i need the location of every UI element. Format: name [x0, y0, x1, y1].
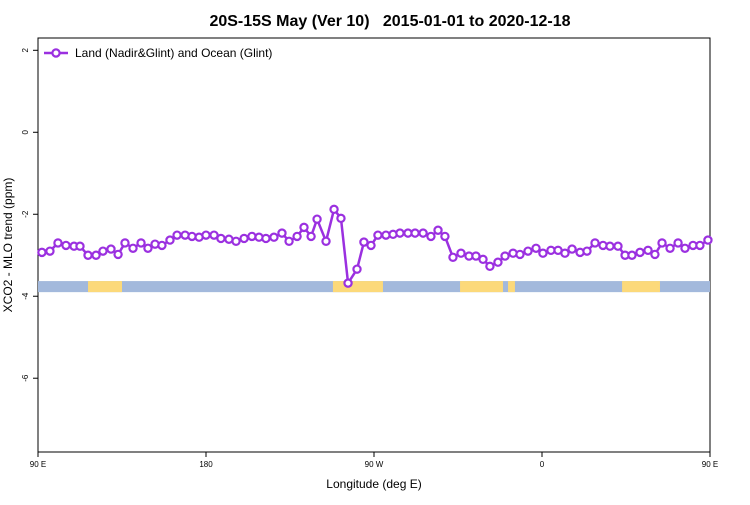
data-point	[613, 241, 623, 251]
x-tick-label: 90 E	[702, 460, 718, 469]
data-point	[366, 240, 376, 251]
data-point	[627, 250, 637, 260]
legend-marker	[51, 48, 61, 58]
data-point	[292, 231, 302, 242]
data-point	[418, 228, 428, 238]
data-point	[635, 247, 645, 258]
data-point	[440, 231, 450, 242]
land-segment	[622, 281, 660, 293]
data-point	[478, 254, 488, 265]
data-point	[448, 252, 458, 262]
y-axis-label: XCO2 - MLO trend (ppm)	[1, 178, 15, 313]
data-point	[61, 240, 71, 251]
data-point	[531, 243, 541, 253]
data-point	[657, 238, 667, 248]
legend-label: Land (Nadir&Glint) and Ocean (Glint)	[75, 46, 272, 60]
data-point	[515, 249, 525, 260]
data-point	[321, 236, 331, 247]
data-point	[352, 264, 362, 274]
land-segment	[332, 281, 383, 293]
data-point	[359, 237, 369, 247]
data-point	[45, 246, 55, 256]
land-segment	[460, 281, 503, 293]
data-point	[53, 238, 63, 248]
data-point	[695, 240, 705, 251]
data-point	[261, 233, 271, 244]
data-point	[312, 214, 322, 224]
data-point	[165, 235, 175, 245]
data-point	[650, 249, 660, 260]
data-point	[433, 225, 443, 235]
x-tick-label: 180	[199, 460, 213, 469]
data-point	[157, 240, 167, 251]
y-tick-label: 2	[21, 48, 30, 53]
data-point	[231, 236, 241, 247]
data-point	[329, 204, 339, 215]
data-point	[128, 243, 138, 253]
data-point	[665, 243, 675, 253]
data-point	[643, 245, 653, 256]
x-tick-label: 90 W	[365, 460, 384, 469]
data-point	[426, 231, 436, 242]
data-point	[299, 222, 309, 233]
data-point	[605, 241, 615, 251]
data-point	[269, 232, 279, 242]
data-point	[456, 248, 466, 258]
x-tick-label: 90 E	[30, 460, 46, 469]
data-point	[673, 238, 683, 248]
land-segment	[88, 281, 122, 293]
data-point	[306, 231, 316, 242]
data-point	[582, 246, 592, 256]
data-point	[336, 213, 346, 224]
data-point	[91, 250, 101, 260]
data-point	[136, 238, 146, 248]
data-point	[590, 238, 600, 248]
data-point	[37, 247, 47, 258]
data-point	[485, 261, 495, 272]
data-point	[98, 246, 108, 256]
y-tick-label: 0	[21, 130, 30, 135]
data-point	[493, 257, 503, 267]
data-point	[277, 228, 287, 238]
data-point	[538, 248, 548, 258]
data-point	[106, 244, 116, 254]
y-tick-label: -6	[21, 374, 30, 382]
data-point	[567, 244, 577, 254]
land-segment	[508, 281, 515, 293]
data-point	[560, 248, 570, 258]
x-axis-label: Longitude (deg E)	[326, 477, 421, 491]
data-point	[373, 230, 383, 240]
data-point	[113, 249, 123, 260]
data-point	[471, 251, 481, 261]
data-point	[410, 228, 420, 238]
data-point	[680, 243, 690, 253]
data-point	[75, 241, 85, 251]
data-point	[83, 250, 93, 260]
data-point	[343, 278, 353, 288]
data-point	[143, 243, 153, 253]
data-point	[395, 228, 405, 238]
data-point	[201, 230, 211, 240]
data-point	[239, 233, 249, 244]
data-point	[284, 236, 294, 247]
data-point	[172, 230, 182, 240]
data-point	[120, 238, 130, 248]
y-tick-label: -4	[21, 292, 30, 300]
data-point	[500, 251, 510, 261]
data-point	[216, 233, 226, 244]
x-tick-label: 0	[540, 460, 545, 469]
chart-title: 20S-15S May (Ver 10) 2015-01-01 to 2020-…	[209, 13, 570, 30]
data-point	[523, 246, 533, 256]
data-point	[703, 235, 713, 245]
y-tick-label: -2	[21, 210, 30, 218]
